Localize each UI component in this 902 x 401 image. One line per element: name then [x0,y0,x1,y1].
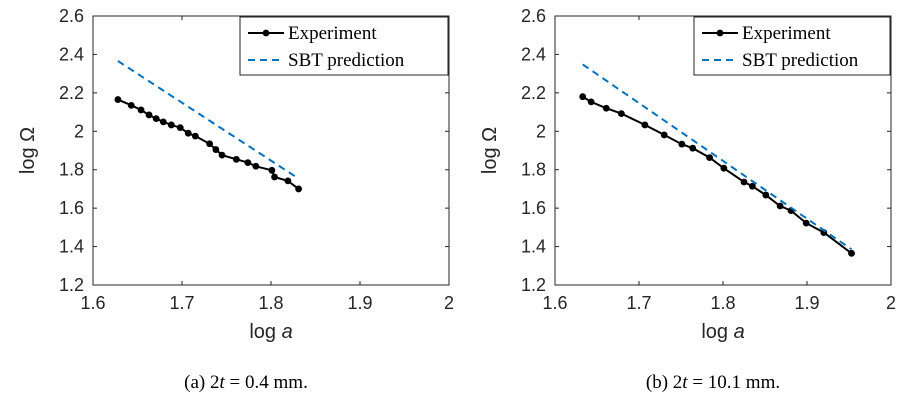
y-tick-label: 1.2 [521,275,546,295]
y-tick-label: 1.6 [521,198,546,218]
x-axis-label: log a [249,321,292,343]
x-tick-label: 1.8 [258,293,283,313]
legend-label-sbt-prediction: SBT prediction [288,50,405,71]
data-point-experiment [587,98,595,106]
legend-marker-experiment [262,29,270,37]
data-point-experiment [284,177,292,185]
data-point-experiment [252,162,260,170]
x-tick-label: 1.9 [347,293,372,313]
figure-caption: (a) 2t = 0.4 mm. [184,372,308,393]
series-line-sbt-prediction [117,60,300,180]
series-line-experiment [582,95,853,255]
data-point-experiment [706,154,713,162]
data-point-experiment [271,173,278,181]
legend-label-experiment: Experiment [288,23,377,44]
y-tick-label: 1.4 [521,237,546,257]
data-point-experiment [720,164,728,172]
data-point-experiment [218,151,226,159]
legend-label-sbt-prediction: SBT prediction [742,50,859,71]
y-tick-label: 1.4 [59,237,84,257]
data-point-experiment [689,144,697,152]
y-tick-label: 1.2 [59,275,84,295]
x-tick-label: 1.9 [794,293,819,313]
y-tick-label: 2.6 [521,6,546,26]
data-point-experiment [740,178,748,186]
y-tick-label: 2.2 [521,83,546,103]
data-point-experiment [660,131,668,139]
data-point-experiment [191,132,199,140]
y-tick-label: 1.8 [59,160,84,180]
data-point-experiment [678,140,686,148]
x-tick-label: 2 [886,293,896,313]
data-point-experiment [212,146,220,153]
data-point-experiment [184,129,192,137]
data-point-experiment [749,182,756,190]
y-tick-label: 2.2 [59,83,84,103]
data-point-experiment [137,106,145,114]
data-point-experiment [145,111,153,119]
x-tick-label: 1.6 [80,293,105,313]
y-tick-label: 2.4 [59,44,84,64]
data-point-experiment [176,124,184,132]
y-tick-label: 1.6 [59,198,84,218]
data-point-experiment [244,159,252,167]
data-point-experiment [206,140,213,148]
x-tick-label: 1.6 [542,293,567,313]
data-point-experiment [617,110,625,118]
legend-label-experiment: Experiment [742,23,831,44]
data-point-experiment [152,115,160,123]
x-tick-label: 1.8 [710,293,735,313]
y-tick-label: 2 [74,121,84,141]
figure-caption: (b) 2t = 10.1 mm. [646,372,780,393]
x-axis-label: log a [701,321,744,343]
data-point-experiment [802,219,810,227]
y-tick-label: 2.4 [521,44,546,64]
chart-panel-b: 1.6 1.7 1.8 1.9 2 1.2 1.4 1.6 1.8 2 2.2 2.4 2.6 log a… [479,6,896,393]
data-point-experiment [848,249,855,257]
data-point-experiment [602,104,610,112]
data-point-experiment [268,166,276,174]
data-point-experiment [295,185,302,193]
y-axis-label: log Ω [479,127,501,174]
series-line-sbt-prediction [582,63,853,251]
data-point-experiment [776,202,784,210]
legend-box [239,16,449,76]
y-axis-label: log Ω [17,127,39,174]
y-tick-label: 2.6 [59,6,84,26]
x-tick-label: 1.7 [169,293,194,313]
x-tick-label: 2 [444,293,454,313]
y-tick-label: 2 [536,121,546,141]
data-point-experiment [159,118,167,126]
data-point-experiment [762,191,770,199]
data-point-experiment [167,121,175,129]
data-point-experiment [641,121,649,129]
data-point-experiment [127,101,135,109]
data-point-experiment [579,93,587,101]
chart-panel-a: 1.6 1.7 1.8 1.9 2 1.2 1.4 1.6 1.8 2 2.2 2.4 2.6 log a… [17,6,454,393]
y-tick-label: 1.8 [521,160,546,180]
data-point-experiment [114,96,122,103]
legend-box [693,16,891,76]
legend-marker-experiment [716,29,724,37]
data-point-experiment [232,155,240,163]
x-tick-label: 1.7 [626,293,651,313]
